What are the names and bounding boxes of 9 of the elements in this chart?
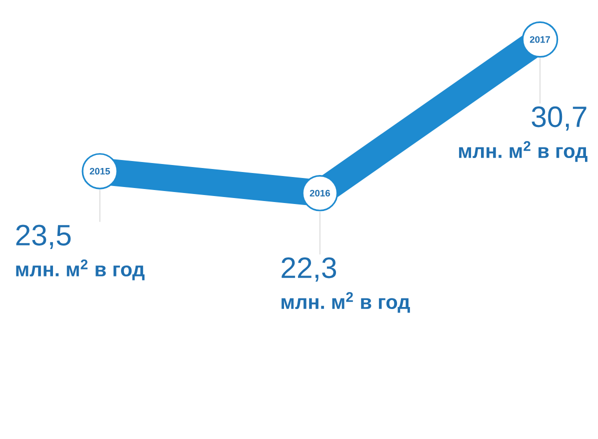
annotation: млн. м$^{2}$ в год [459,141,588,162]
x-tick-label: 2016 [310,190,330,196]
x-tick-label: 2015 [90,168,110,174]
text: млн. м$^{2}$ в год [16,259,145,280]
data-label: 22,3 [282,257,336,282]
data-label: 23,5 [16,224,71,250]
text: млн. м$^{2}$ в год [282,292,410,313]
x-tick-label: 2017 [530,36,550,43]
data-label: 30,7 [532,106,586,131]
